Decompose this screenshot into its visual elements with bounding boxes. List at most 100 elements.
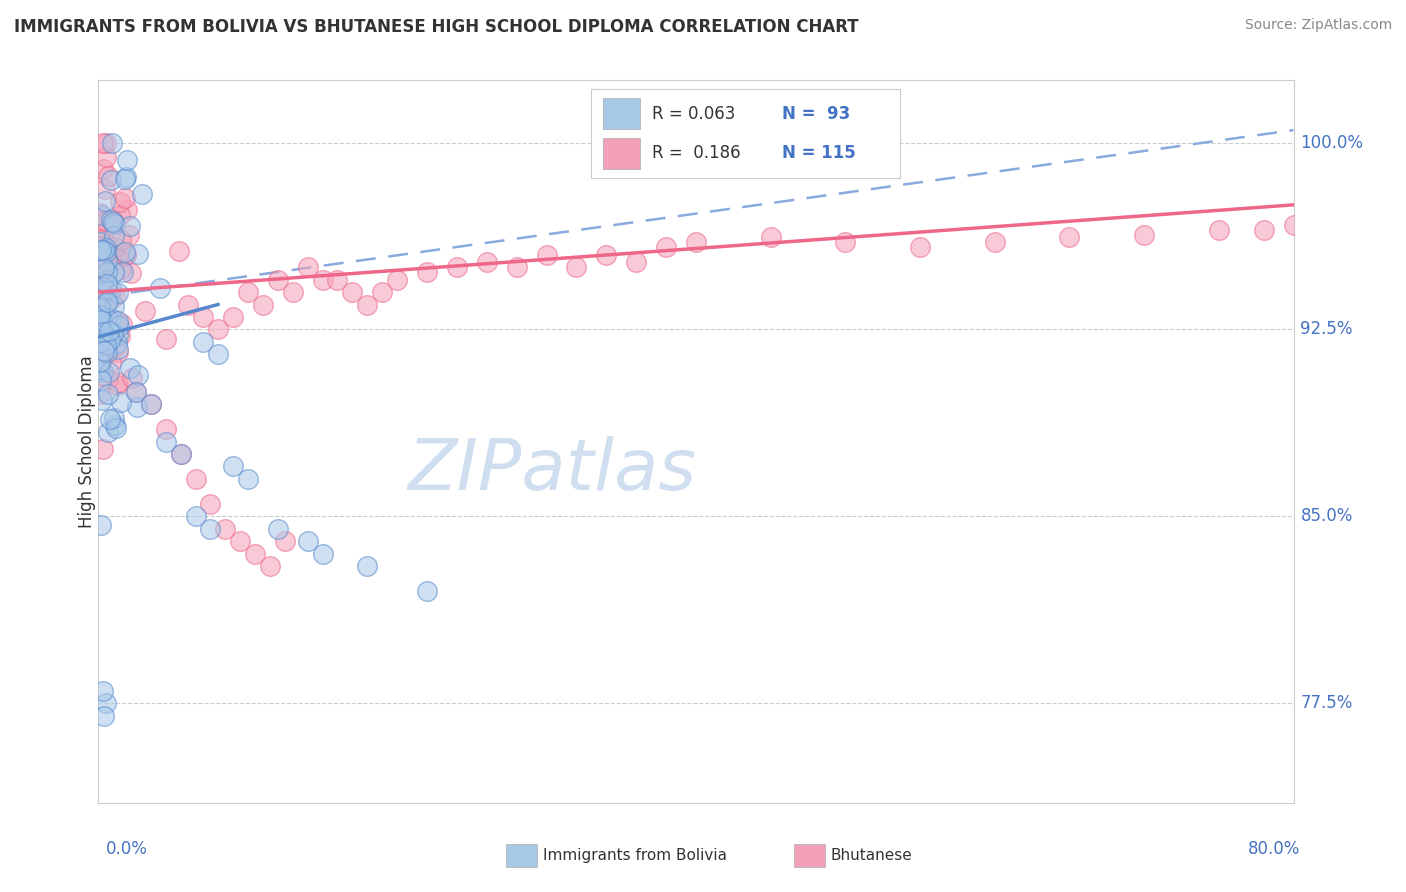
Point [1253, 223, 1275, 237]
Point [94, 283, 117, 297]
Point [236, 285, 259, 299]
Point [416, 584, 439, 599]
Point [103, 313, 125, 327]
Point [90, 338, 112, 352]
Point [94, 194, 117, 208]
Point [110, 395, 132, 409]
Text: N =  93: N = 93 [782, 105, 851, 123]
Point [89, 232, 111, 246]
Point [100, 282, 122, 296]
Point [125, 384, 148, 399]
Point [91, 326, 114, 340]
Point [96, 296, 118, 310]
Point [94, 182, 117, 196]
Point [834, 235, 856, 250]
Point [506, 260, 529, 274]
Point [91, 262, 114, 277]
Point [1282, 218, 1305, 232]
Point [115, 170, 138, 185]
Point [114, 171, 136, 186]
Point [342, 285, 364, 299]
Point [134, 304, 156, 318]
Point [97, 169, 120, 184]
Point [91, 260, 114, 274]
Point [97, 237, 120, 252]
Point [101, 136, 124, 150]
Point [105, 377, 128, 392]
Point [90, 313, 112, 327]
Text: Bhutanese: Bhutanese [831, 848, 912, 863]
Point [371, 285, 394, 299]
Point [207, 322, 229, 336]
Text: 77.5%: 77.5% [1301, 694, 1353, 712]
Point [103, 299, 125, 313]
Point [90, 224, 112, 238]
Point [100, 290, 122, 304]
Point [115, 247, 138, 261]
Point [89, 328, 111, 343]
Point [90, 321, 112, 335]
Point [475, 255, 498, 269]
Point [281, 285, 304, 299]
Point [94, 150, 117, 164]
Point [100, 411, 122, 425]
Point [685, 235, 707, 250]
Point [90, 311, 112, 326]
Point [200, 522, 222, 536]
Point [89, 354, 111, 368]
Point [200, 497, 222, 511]
Point [97, 386, 120, 401]
Point [114, 191, 136, 205]
Point [90, 208, 112, 222]
Point [101, 328, 124, 343]
Text: R = 0.063: R = 0.063 [652, 105, 735, 123]
Point [91, 136, 114, 150]
Point [98, 365, 121, 379]
Point [90, 310, 112, 324]
Point [91, 442, 114, 456]
Point [97, 324, 120, 338]
Point [131, 186, 153, 201]
Point [96, 286, 118, 301]
Point [184, 472, 207, 486]
Point [89, 386, 111, 401]
Point [94, 247, 117, 261]
Point [89, 300, 111, 314]
Point [252, 297, 274, 311]
Point [125, 384, 148, 399]
Point [93, 244, 115, 258]
Point [155, 422, 177, 436]
Point [127, 368, 149, 383]
Point [267, 522, 290, 536]
Point [139, 397, 162, 411]
Point [214, 522, 236, 536]
Point [91, 244, 114, 259]
Point [1059, 230, 1081, 244]
Point [91, 290, 114, 304]
Point [107, 313, 129, 327]
Point [536, 248, 558, 262]
Point [908, 240, 931, 254]
Point [97, 425, 120, 440]
Point [103, 411, 125, 425]
Point [416, 265, 439, 279]
Point [91, 320, 114, 334]
Point [100, 355, 122, 369]
Point [90, 313, 112, 327]
Bar [603, 138, 640, 169]
Point [1208, 223, 1230, 237]
Point [127, 401, 149, 415]
Point [89, 361, 111, 376]
Point [96, 214, 118, 228]
Text: Immigrants from Bolivia: Immigrants from Bolivia [543, 848, 727, 863]
Point [93, 343, 115, 358]
Point [96, 265, 118, 279]
Point [93, 708, 115, 723]
Point [89, 214, 111, 228]
Point [311, 272, 333, 286]
Point [103, 229, 125, 244]
Point [155, 332, 177, 346]
Point [169, 447, 191, 461]
Point [93, 260, 115, 275]
Point [96, 295, 118, 310]
